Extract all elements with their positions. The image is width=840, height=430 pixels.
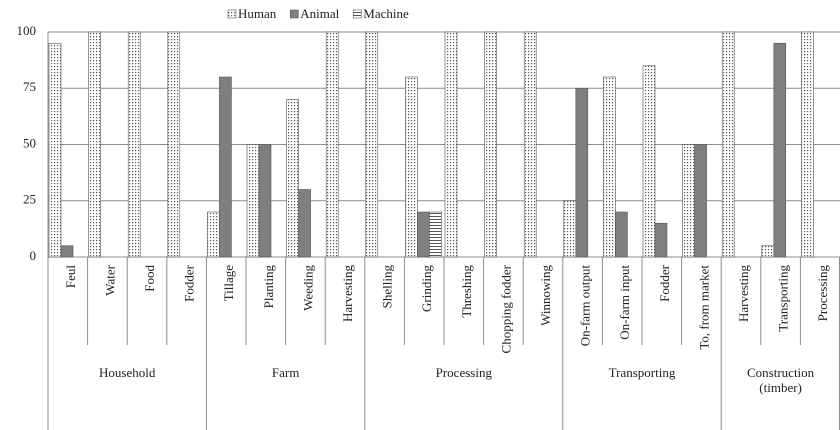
x-tick-label: Shelling (380, 265, 395, 309)
bar (207, 211, 220, 258)
y-tick-label: 75 (23, 79, 36, 94)
y-tick-label: 0 (30, 248, 37, 263)
x-tick-label: Tillage (221, 265, 236, 302)
bar (60, 245, 74, 258)
legend-swatch (227, 9, 237, 19)
y-tick-label: 50 (23, 135, 36, 150)
bar (444, 31, 458, 258)
x-tick-label: On-farm input (617, 265, 632, 340)
bar (405, 76, 418, 258)
x-tick-label: Processing (815, 265, 830, 322)
x-tick-label: Fodder (182, 264, 197, 302)
bar (575, 87, 589, 258)
bar (761, 245, 775, 258)
group-label: Farm (271, 365, 300, 380)
bar (88, 31, 101, 258)
bar (219, 76, 232, 258)
legend-label: Machine (363, 6, 409, 21)
x-tick-label: Weeding (300, 265, 315, 311)
bar (417, 211, 430, 258)
legend-label: Animal (300, 6, 339, 21)
bar (682, 144, 695, 258)
bar (48, 42, 62, 258)
bar (603, 76, 616, 258)
bar (286, 99, 299, 258)
bar (127, 31, 141, 258)
x-tick-label: Threshing (459, 265, 474, 318)
bar (721, 31, 735, 258)
x-tick-label: Harvesting (340, 265, 355, 323)
x-tick-label: Chopping fodder (498, 264, 513, 353)
group-label: Construction (timber) (747, 365, 815, 395)
y-tick-label: 25 (23, 192, 36, 207)
bar (258, 144, 272, 258)
legend-swatch (352, 9, 362, 19)
y-tick-label: 100 (17, 23, 37, 38)
bar (246, 144, 260, 258)
bar (773, 42, 787, 258)
x-tick-label: Grinding (419, 265, 434, 312)
x-tick-label: Harvesting (736, 265, 751, 323)
group-label: Household (99, 365, 156, 380)
bar (642, 65, 656, 258)
x-tick-label: To, from market (696, 265, 711, 350)
bar (654, 222, 668, 258)
bar (694, 144, 707, 258)
bar (298, 189, 311, 258)
x-tick-label: Feul (63, 265, 78, 289)
x-tick-label: Winnowing (538, 265, 553, 326)
legend-swatch (289, 9, 299, 19)
bar (801, 31, 814, 258)
group-label: Processing (435, 365, 492, 380)
x-tick-label: Water (102, 264, 117, 295)
legend-label: Human (238, 6, 277, 21)
x-tick-label: Fodder (657, 264, 672, 302)
bar (563, 200, 577, 258)
x-tick-label: On-farm output (578, 265, 593, 347)
bar (325, 31, 339, 258)
bar (365, 31, 379, 258)
bar (615, 211, 628, 258)
bar (523, 31, 537, 258)
x-tick-label: Planting (261, 265, 276, 309)
group-label: Transporting (608, 365, 676, 380)
x-tick-label: Transporting (776, 265, 791, 332)
bar (167, 31, 181, 258)
bar (484, 31, 497, 258)
bar (429, 211, 442, 258)
x-tick-label: Food (142, 265, 157, 292)
